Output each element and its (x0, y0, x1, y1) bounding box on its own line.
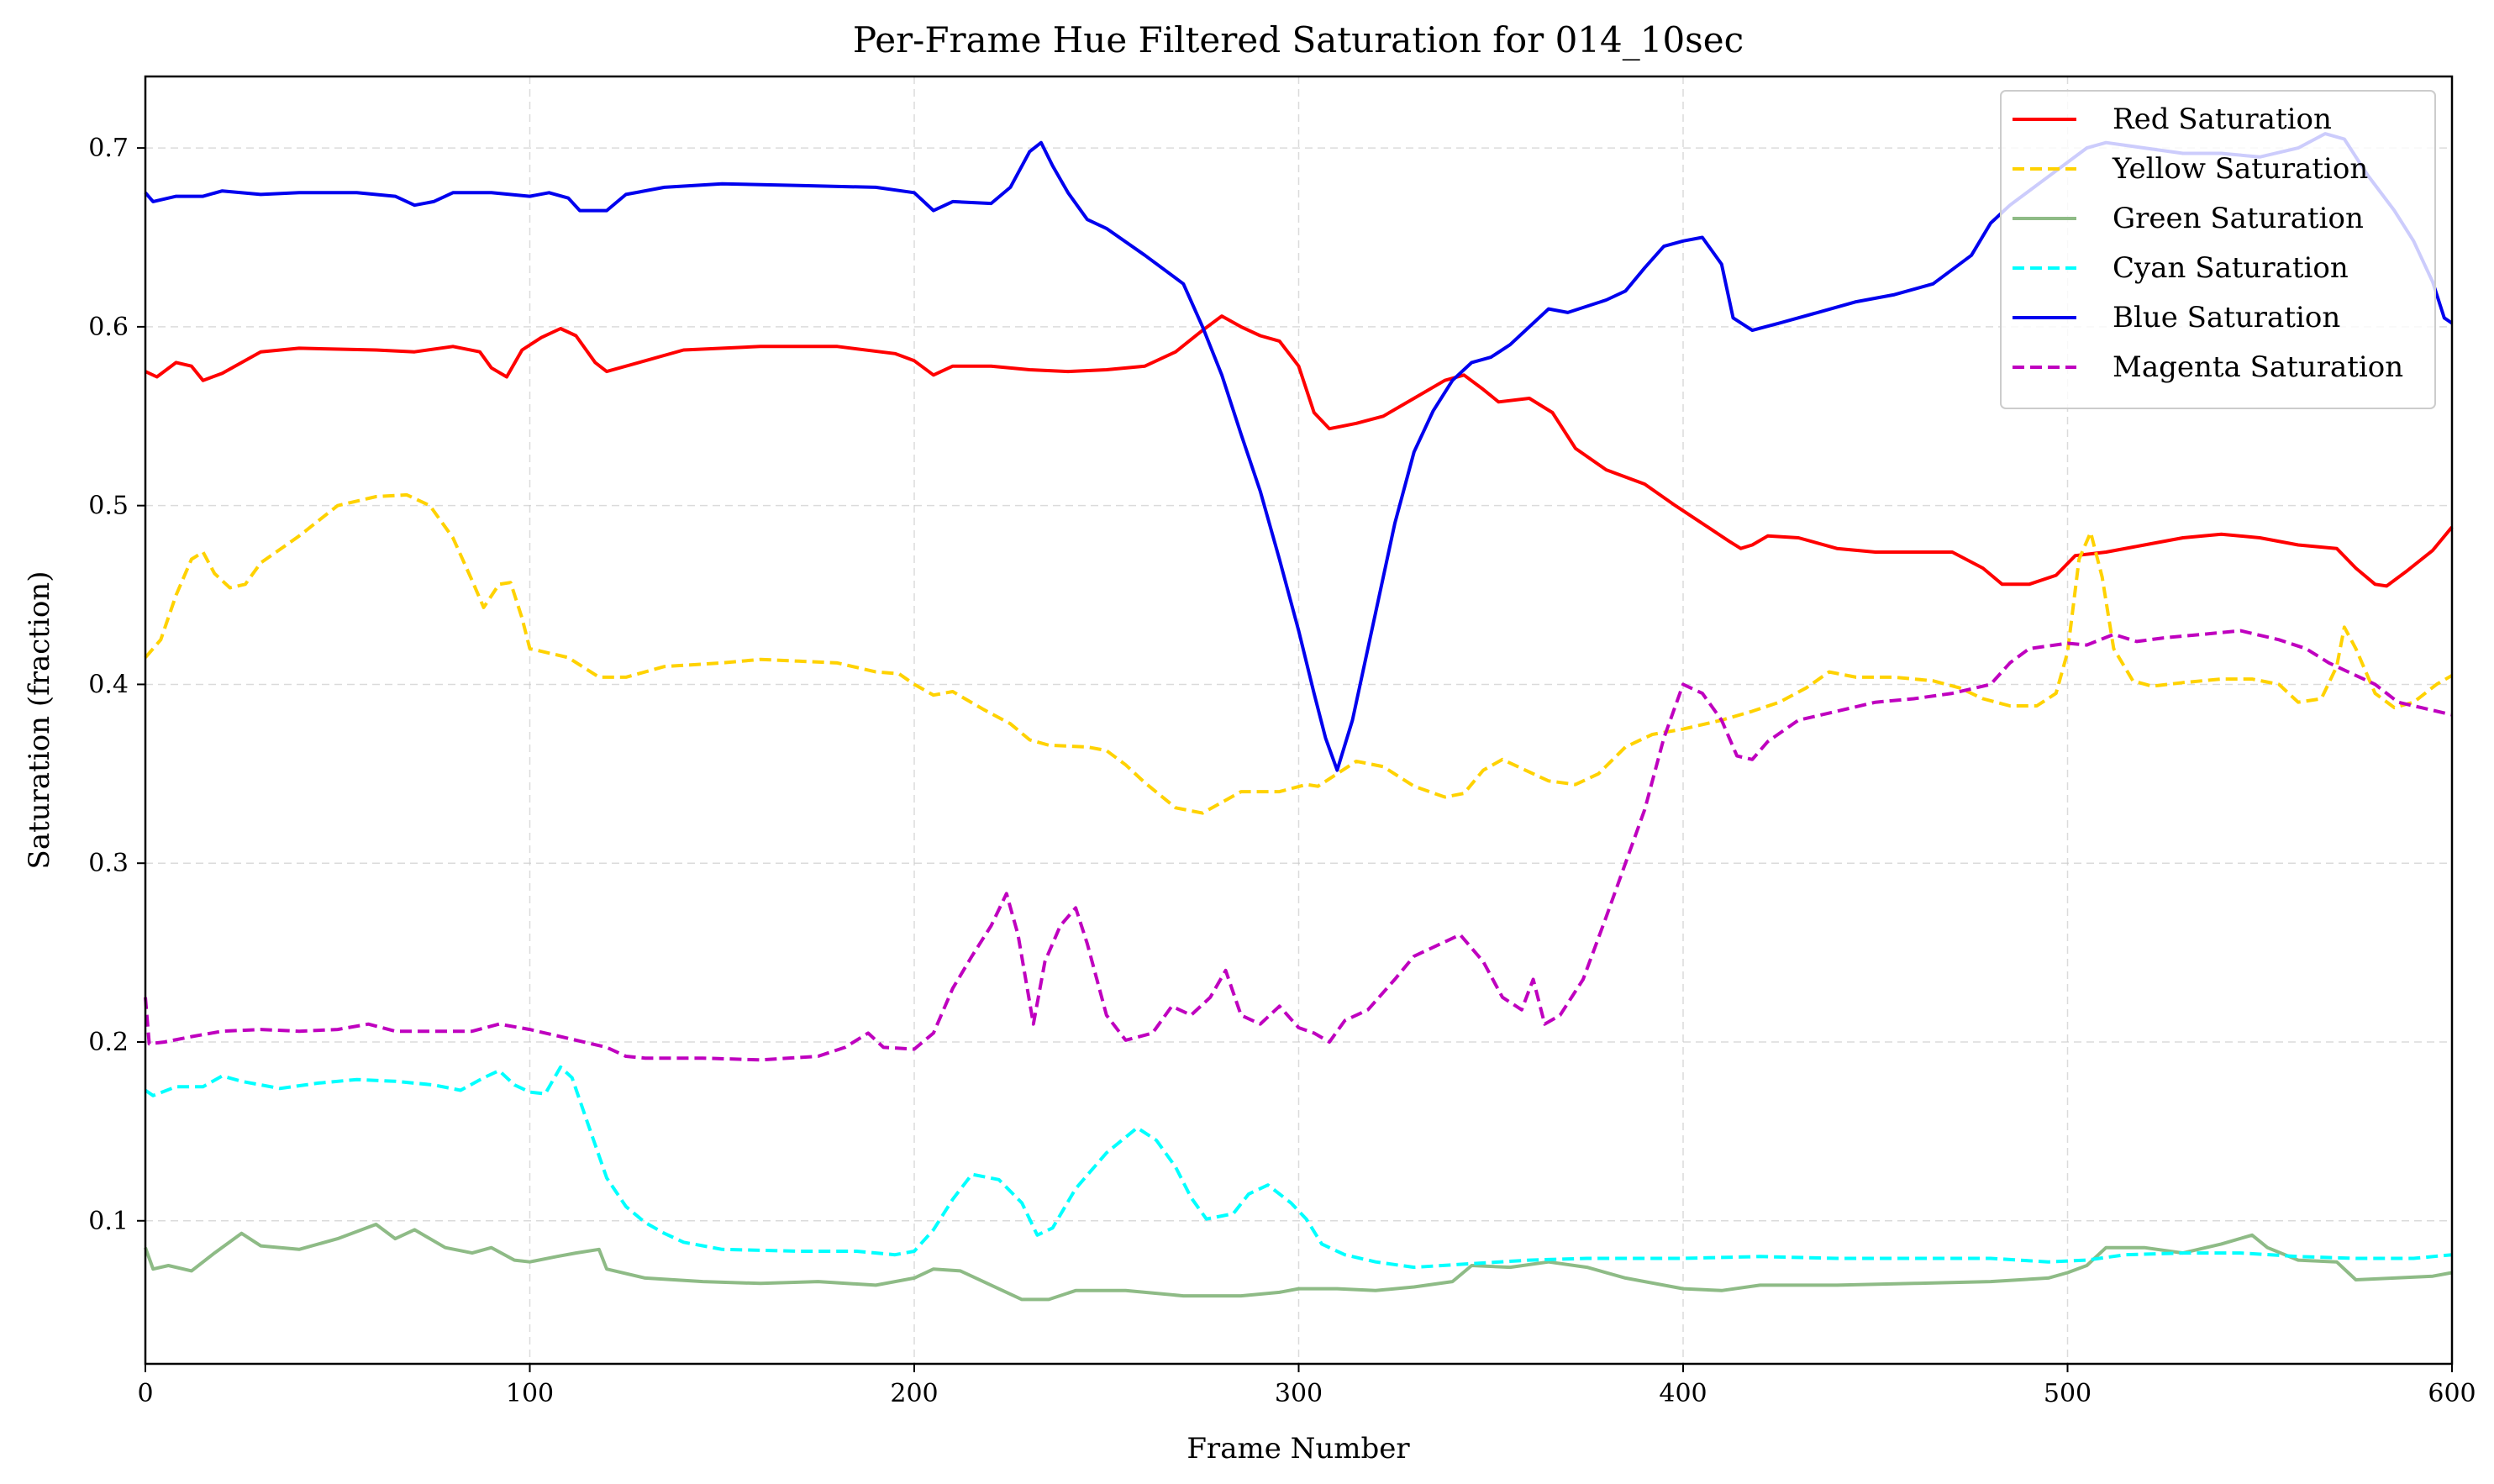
y-tick-label: 0.2 (88, 1028, 129, 1057)
legend: Red Saturation Yellow Saturation Green Sat… (2000, 90, 2436, 409)
series-line-magenta-saturation (144, 629, 2453, 1062)
x-axis-title: Frame Number (1186, 1432, 1410, 1466)
y-tick-label: 0.7 (88, 134, 129, 163)
y-tick-label: 0.6 (88, 313, 129, 342)
x-tick-label: 400 (1659, 1379, 1707, 1408)
x-tick-label: 100 (506, 1379, 554, 1408)
y-tick-label: 0.1 (88, 1207, 129, 1236)
legend-label: Yellow Saturation (2112, 152, 2368, 186)
y-tick-label: 0.5 (88, 492, 129, 521)
legend-box (2000, 90, 2436, 409)
series-line-yellow-saturation (144, 492, 2454, 815)
y-tick-label: 0.4 (88, 670, 129, 699)
series-line-red-saturation (145, 314, 2454, 588)
series-line-cyan-saturation (144, 1065, 2453, 1270)
series-line-green-saturation (144, 1223, 2453, 1302)
x-tick-label: 0 (137, 1379, 153, 1408)
x-tick-label: 600 (2428, 1379, 2476, 1408)
axis-ticks: 0 100 200 300 400 500 600 0.1 0.2 0.3 0.4 0.5 0.6 0.7 (88, 134, 2476, 1408)
legend-label: Red Saturation (2113, 103, 2332, 136)
x-tick-label: 500 (2044, 1379, 2091, 1408)
chart-title: Per-Frame Hue Filtered Saturation for 01… (853, 19, 1744, 61)
legend-label: Cyan Saturation (2113, 251, 2349, 285)
grid (145, 76, 2453, 1364)
y-tick-label: 0.3 (88, 849, 129, 878)
legend-label: Magenta Saturation (2113, 350, 2403, 384)
legend-label: Green Saturation (2113, 202, 2364, 235)
y-axis-title: Saturation (fraction) (23, 571, 56, 870)
legend-label: Blue Saturation (2113, 301, 2340, 334)
x-tick-label: 300 (1275, 1379, 1323, 1408)
x-tick-label: 200 (890, 1379, 938, 1408)
